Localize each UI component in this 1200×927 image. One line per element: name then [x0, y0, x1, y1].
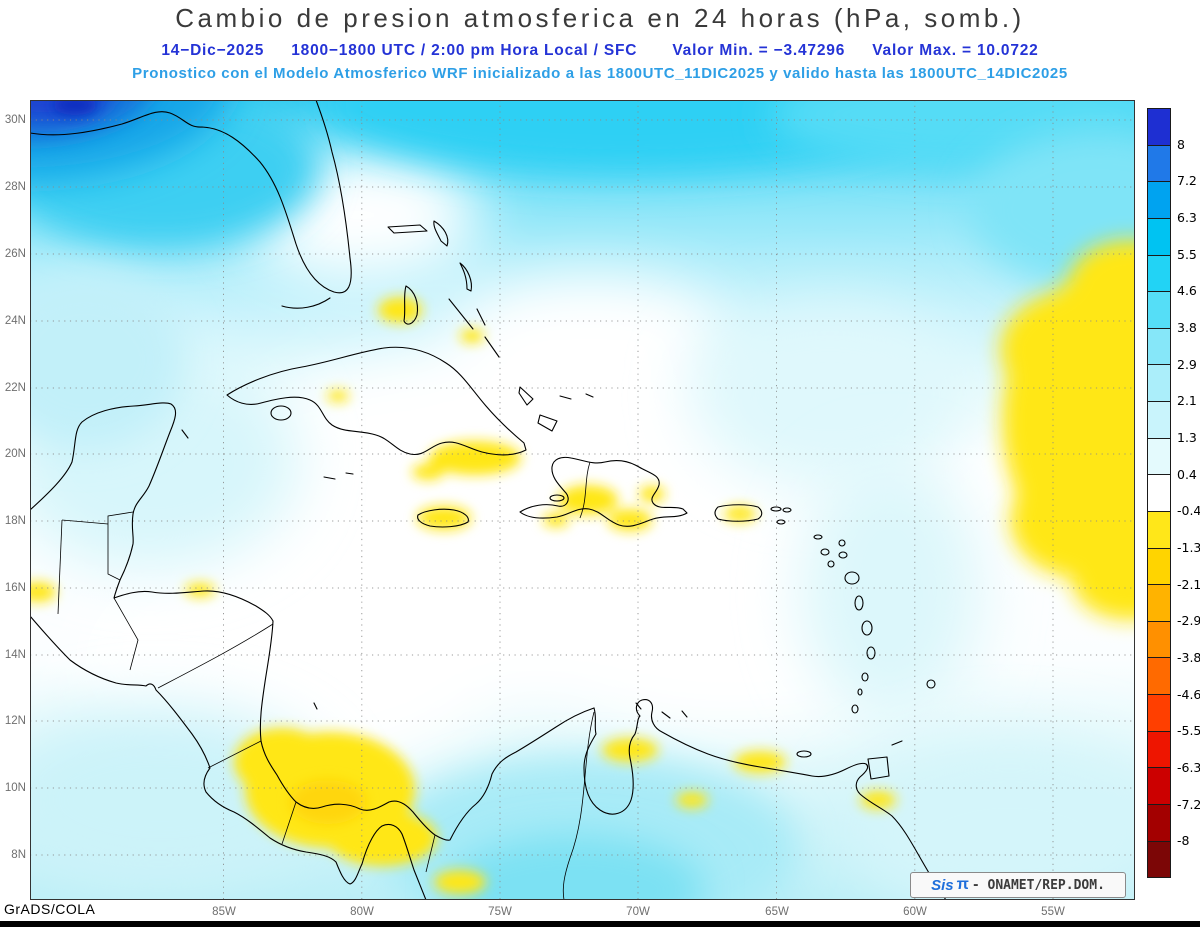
lon-label: 80W [350, 906, 374, 918]
colorbar-segment [1148, 438, 1170, 476]
negative-anomaly-shading [30, 240, 1135, 894]
map-shading [30, 100, 1135, 900]
colorbar-label: -8 [1177, 833, 1190, 848]
sispi-onamet-logo: Sis π - ONAMET/REP.DOM. [910, 872, 1126, 898]
lon-label: 65W [765, 906, 789, 918]
colorbar-segment [1148, 328, 1170, 366]
lat-label: 10N [4, 782, 26, 794]
colorbar-segment [1148, 145, 1170, 183]
lat-label: 26N [4, 248, 26, 260]
colorbar-label: -5.5 [1177, 723, 1200, 738]
bottom-black-bar [0, 921, 1200, 927]
lat-label: 14N [4, 649, 26, 661]
positive-anomaly-shading [30, 100, 1135, 900]
colorbar-label: 2.9 [1177, 357, 1197, 372]
colorbar-segment [1148, 365, 1170, 402]
colorbar-segment [1148, 548, 1170, 586]
lat-label: 18N [4, 515, 26, 527]
model-info-line: Pronostico con el Modelo Atmosferico WRF… [132, 65, 1068, 82]
colorbar-label: -2.1 [1177, 577, 1200, 592]
colorbar-segment [1148, 695, 1170, 732]
colorbar-segment [1148, 182, 1170, 219]
colorbar-label: 6.3 [1177, 210, 1197, 225]
colorbar-label: 0.4 [1177, 467, 1197, 482]
lat-label: 16N [4, 582, 26, 594]
colorbar-segment [1148, 731, 1170, 769]
colorbar-segment [1148, 475, 1170, 512]
colorbar-segment [1148, 804, 1170, 842]
lon-label: 60W [903, 906, 927, 918]
colorbar-segment [1148, 841, 1170, 878]
lon-label: 75W [488, 906, 512, 918]
colorbar-label: 3.8 [1177, 320, 1197, 335]
colorbar [1147, 108, 1171, 878]
colorbar-label: 4.6 [1177, 283, 1197, 298]
logo-org-text: - ONAMET/REP.DOM. [971, 877, 1105, 893]
colorbar-label: -7.2 [1177, 797, 1200, 812]
valid-time-line: 14−Dic−2025 1800−1800 UTC / 2:00 pm Hora… [0, 42, 1200, 60]
logo-sis-text: Sis [931, 876, 954, 894]
lat-label: 22N [4, 382, 26, 394]
max-value-label: Valor Max. = 10.0722 [872, 42, 1039, 59]
colorbar-segment [1148, 585, 1170, 622]
country-borders [57, 461, 595, 900]
lat-label: 28N [4, 181, 26, 193]
grid-lines [30, 100, 1135, 900]
min-value-label: Valor Min. = −3.47296 [672, 42, 846, 59]
lat-label: 24N [4, 315, 26, 327]
colorbar-label: -1.3 [1177, 540, 1200, 555]
colorbar-segment [1148, 768, 1170, 805]
pi-icon: π [956, 876, 969, 893]
page-title: Cambio de presion atmosferica en 24 hora… [175, 3, 1025, 33]
lat-label: 20N [4, 448, 26, 460]
valid-date: 14−Dic−2025 [161, 42, 265, 59]
lat-label: 8N [11, 849, 26, 861]
colorbar-label: -4.6 [1177, 687, 1200, 702]
lat-label: 12N [4, 715, 26, 727]
map-plot-area [30, 100, 1135, 900]
colorbar-segment [1148, 109, 1170, 146]
colorbar-segment [1148, 292, 1170, 329]
pressure-change-map [30, 100, 1135, 900]
colorbar-segment [1148, 218, 1170, 256]
colorbar-segment [1148, 255, 1170, 293]
lon-label: 55W [1041, 906, 1065, 918]
valid-time-range: 1800−1800 UTC / 2:00 pm Hora Local / SFC [291, 42, 638, 59]
colorbar-segment [1148, 511, 1170, 549]
colorbar-label: 1.3 [1177, 430, 1197, 445]
map-frame [30, 100, 1135, 900]
colorbar-label: 8 [1177, 137, 1185, 152]
grads-credit: GrADS/COLA [4, 901, 96, 917]
colorbar-label: -6.3 [1177, 760, 1200, 775]
lon-label: 70W [626, 906, 650, 918]
colorbar-label: 5.5 [1177, 247, 1197, 262]
coastlines [30, 100, 947, 900]
lat-label: 30N [4, 114, 26, 126]
colorbar-label: -0.4 [1177, 503, 1200, 518]
colorbar-segment [1148, 621, 1170, 659]
max-positive-corner [30, 100, 228, 180]
colorbar-label: -2.9 [1177, 613, 1200, 628]
colorbar-segment [1148, 402, 1170, 439]
colorbar-label: -3.8 [1177, 650, 1200, 665]
lon-label: 85W [212, 906, 236, 918]
colorbar-label: 7.2 [1177, 173, 1197, 188]
colorbar-segment [1148, 658, 1170, 695]
colorbar-label: 2.1 [1177, 393, 1197, 408]
